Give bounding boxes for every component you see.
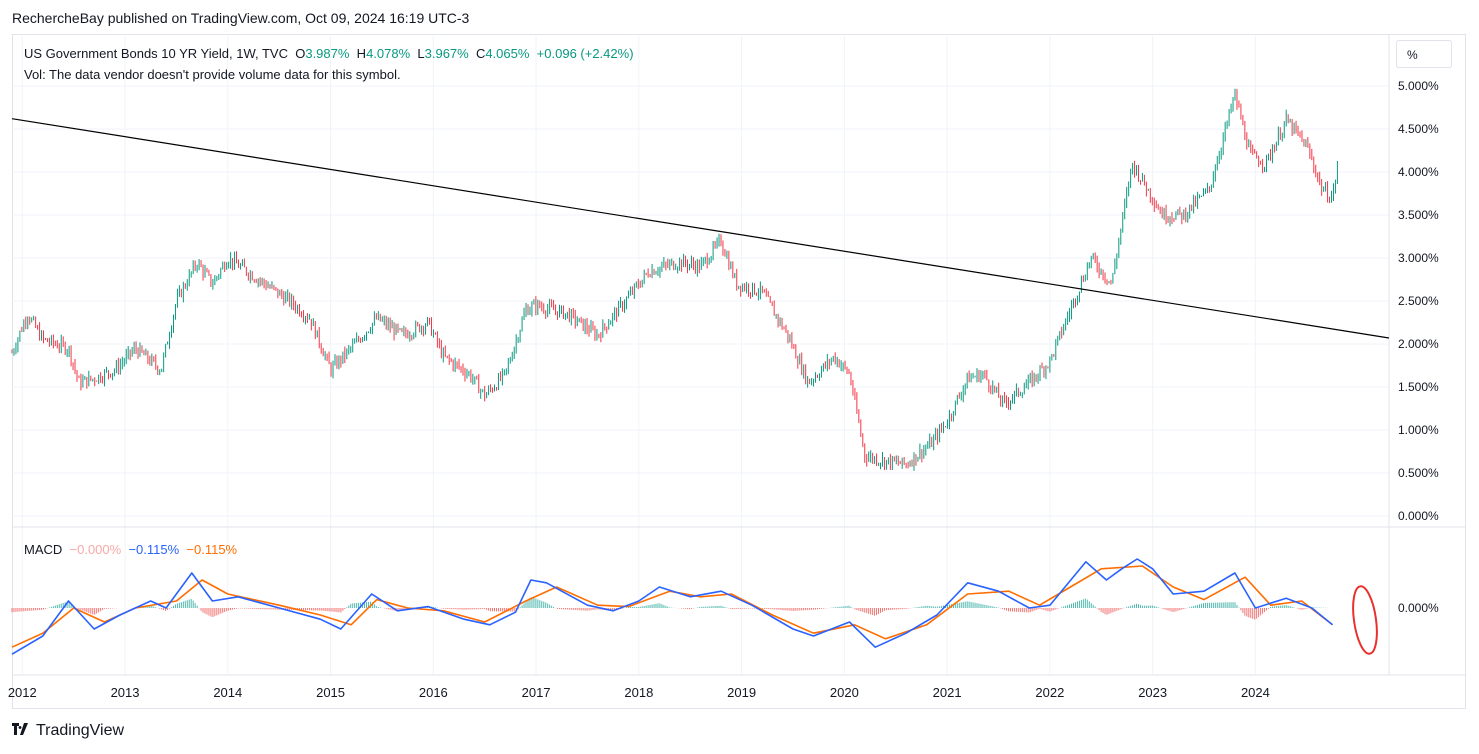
macd-histogram-value: −0.000% xyxy=(69,542,122,557)
price-unit-button[interactable]: % xyxy=(1396,40,1452,68)
low-label: L xyxy=(417,46,425,61)
price-tick-label: 0.000% xyxy=(1398,509,1439,523)
time-tick-label: 2016 xyxy=(419,685,448,700)
tradingview-wordmark: TradingView xyxy=(36,722,125,739)
price-tick-label: 4.500% xyxy=(1398,122,1439,136)
time-tick-label: 2014 xyxy=(213,685,242,700)
price-tick-label: 3.000% xyxy=(1398,251,1439,265)
annotation-ellipse xyxy=(1352,585,1378,655)
time-tick-label: 2021 xyxy=(933,685,962,700)
price-tick-label: 2.000% xyxy=(1398,337,1439,351)
high-value: 4.078% xyxy=(366,46,411,61)
symbol-title: US Government Bonds 10 YR Yield, 1W, TVC xyxy=(24,46,288,61)
tradingview-mark-icon xyxy=(12,722,30,740)
publisher-caption: RechercheBay published on TradingView.co… xyxy=(12,10,470,26)
time-tick-label: 2013 xyxy=(111,685,140,700)
time-tick-label: 2018 xyxy=(624,685,653,700)
macd-signal-value: −0.115% xyxy=(186,542,238,557)
price-tick-label: 2.500% xyxy=(1398,294,1439,308)
price-tick-label: 5.000% xyxy=(1398,79,1439,93)
time-tick-label: 2022 xyxy=(1035,685,1064,700)
price-tick-label: 1.500% xyxy=(1398,380,1439,394)
close-value: 4.065% xyxy=(485,46,530,61)
trendline xyxy=(11,118,1390,339)
price-tick-label: 4.000% xyxy=(1398,165,1439,179)
time-tick-label: 2024 xyxy=(1241,685,1270,700)
time-tick-label: 2015 xyxy=(316,685,345,700)
price-tick-label: 1.000% xyxy=(1398,423,1439,437)
price-tick-label: 3.500% xyxy=(1398,208,1439,222)
macd-legend: MACD −0.000% −0.115% −0.115% xyxy=(24,542,237,557)
symbol-legend: US Government Bonds 10 YR Yield, 1W, TVC… xyxy=(24,46,634,61)
close-label: C xyxy=(475,46,486,61)
volume-note: Vol: The data vendor doesn't provide vol… xyxy=(24,67,401,82)
macd-tick-label: 0.000% xyxy=(1398,601,1439,615)
time-tick-label: 2023 xyxy=(1138,685,1167,700)
macd-line xyxy=(11,558,1334,655)
macd-signal-line xyxy=(11,565,1333,648)
change-value: +0.096 (+2.42%) xyxy=(536,46,634,61)
time-tick-label: 2017 xyxy=(522,685,551,700)
macd-line-value: −0.115% xyxy=(128,542,180,557)
low-value: 3.967% xyxy=(424,46,469,61)
open-value: 3.987% xyxy=(305,46,350,61)
high-label: H xyxy=(356,46,367,61)
open-label: O xyxy=(295,46,306,61)
price-tick-label: 0.500% xyxy=(1398,466,1439,480)
time-tick-label: 2019 xyxy=(727,685,756,700)
time-tick-label: 2020 xyxy=(830,685,859,700)
tradingview-logo[interactable]: TradingView xyxy=(12,722,124,740)
chart-frame xyxy=(12,34,1466,709)
macd-title: MACD xyxy=(24,542,63,557)
time-tick-label: 2012 xyxy=(8,685,37,700)
